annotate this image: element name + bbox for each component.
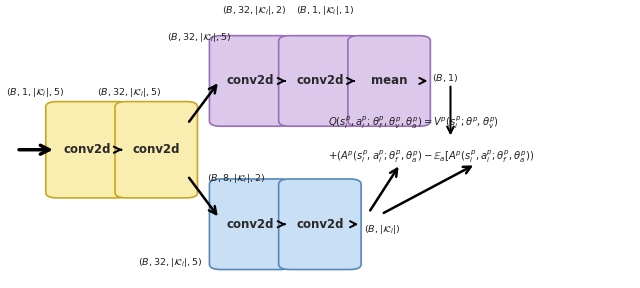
FancyBboxPatch shape xyxy=(209,36,292,126)
Text: conv2d: conv2d xyxy=(63,143,111,156)
Text: conv2d: conv2d xyxy=(227,218,275,231)
Text: conv2d: conv2d xyxy=(296,74,344,88)
FancyBboxPatch shape xyxy=(209,179,292,270)
Text: $(B,32,|\mathcal{K}_i|,5)$: $(B,32,|\mathcal{K}_i|,5)$ xyxy=(97,86,161,99)
Text: $(B,1,|\mathcal{K}_i|,1)$: $(B,1,|\mathcal{K}_i|,1)$ xyxy=(296,4,354,17)
FancyBboxPatch shape xyxy=(278,179,361,270)
FancyBboxPatch shape xyxy=(46,102,128,198)
Text: conv2d: conv2d xyxy=(227,74,275,88)
FancyBboxPatch shape xyxy=(278,36,361,126)
Text: $(B,1)$: $(B,1)$ xyxy=(431,72,458,84)
FancyBboxPatch shape xyxy=(348,36,430,126)
FancyBboxPatch shape xyxy=(115,102,198,198)
Text: $(B,|\mathcal{K}_i|)$: $(B,|\mathcal{K}_i|)$ xyxy=(364,223,400,236)
Text: conv2d: conv2d xyxy=(296,218,344,231)
Text: $(B,8,|\mathcal{K}_i|,2)$: $(B,8,|\mathcal{K}_i|,2)$ xyxy=(207,172,266,185)
Text: $(B,32,|\mathcal{K}_i|,5)$: $(B,32,|\mathcal{K}_i|,5)$ xyxy=(166,31,231,44)
Text: $(B,1,|\mathcal{K}_i|,5)$: $(B,1,|\mathcal{K}_i|,5)$ xyxy=(6,86,64,99)
Text: conv2d: conv2d xyxy=(132,143,180,156)
Text: $Q(s_i^p,a_i^p;\theta_f^p,\theta_v^p,\theta_a^p)=V^p(s_i^p;\theta^p,\theta_v^p)$: $Q(s_i^p,a_i^p;\theta_f^p,\theta_v^p,\th… xyxy=(328,114,499,131)
Text: $(B,32,|\mathcal{K}_i|,5)$: $(B,32,|\mathcal{K}_i|,5)$ xyxy=(138,256,202,270)
Text: $+(A^p(s_i^p,a_i^p;\theta_f^p,\theta_a^p)-\mathbb{E}_a[A^p(s_i^p,a_i^p;\theta_f^: $+(A^p(s_i^p,a_i^p;\theta_f^p,\theta_a^p… xyxy=(328,149,534,165)
Text: mean: mean xyxy=(371,74,408,88)
Text: $(B,32,|\mathcal{K}_i|,2)$: $(B,32,|\mathcal{K}_i|,2)$ xyxy=(222,4,286,17)
